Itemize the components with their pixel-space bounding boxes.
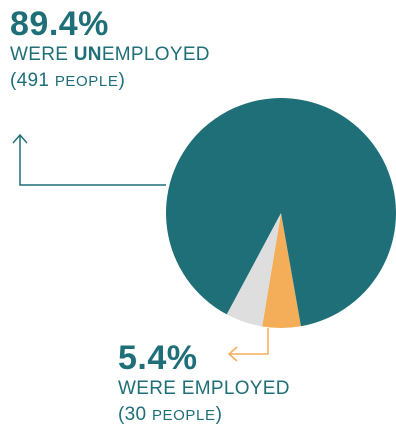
arrowhead-up-icon [12,133,28,144]
count-word: PEOPLE [151,407,216,424]
unemployed-label: WERE UNEMPLOYED [10,42,210,68]
label-employed: EMPLOYED [101,44,210,65]
unemployed-callout: 89.4% WERE UNEMPLOYED (491 PEOPLE) [10,6,210,95]
count-open: (30 [118,404,152,425]
employed-connector [230,328,269,355]
pie-slices [165,97,396,328]
pie-slice-employed [262,213,301,328]
count-close: ) [118,70,126,91]
unemployed-connector [19,136,166,186]
employed-count: (30 PEOPLE) [118,402,290,429]
employed-percent: 5.4% [118,339,198,377]
label-un: UN [73,44,102,65]
count-open: (491 [10,70,55,91]
arrowhead-left-icon [227,346,238,362]
unemployed-count: (491 PEOPLE) [10,68,210,95]
employed-label: WERE EMPLOYED [118,378,290,399]
pie-slice-unemployed [165,97,396,327]
pie-slice-other [226,213,281,327]
employed-callout: 5.4% WERE EMPLOYED (30 PEOPLE) [118,340,290,429]
count-close: ) [215,404,223,425]
label-were: WERE [10,44,74,65]
unemployed-percent: 89.4% [10,5,109,43]
count-word: PEOPLE [54,73,119,90]
